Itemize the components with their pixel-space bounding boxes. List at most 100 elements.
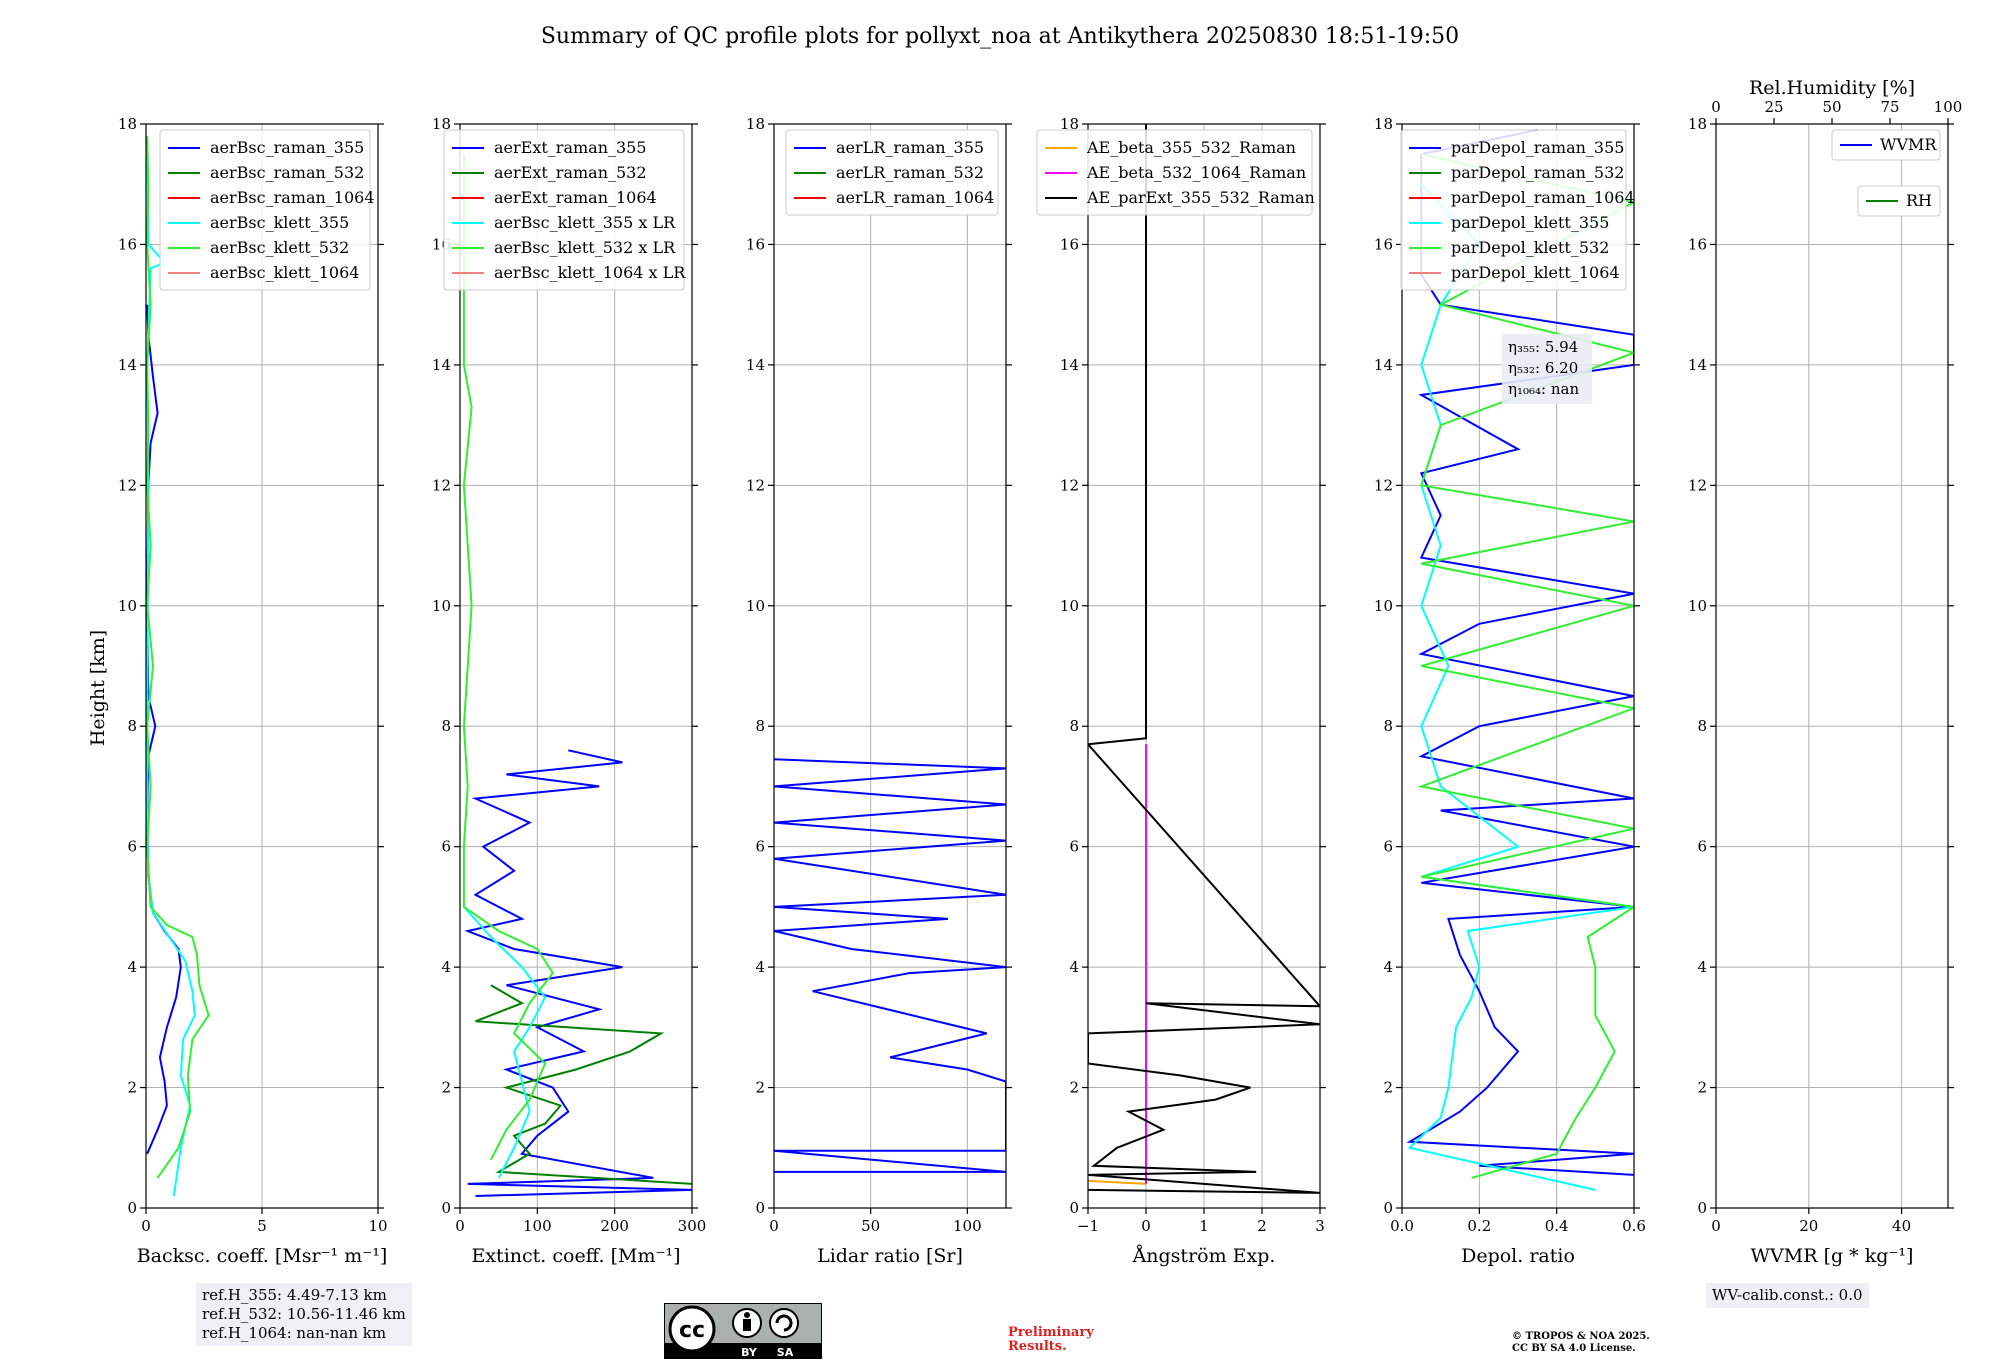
y-tick-label: 8 [1697,717,1707,735]
legend: parDepol_raman_355 parDepol_raman_532 parD… [1400,129,1635,291]
x-tick-label: 10 [368,1217,387,1235]
legend-label: aerBsc_klett_355 [210,213,349,232]
copyright-line-1: © TROPOS & NOA 2025. [1512,1331,1650,1342]
eta-text: η₅₃₂: 6.20 [1508,359,1578,377]
y-tick-label: 8 [441,717,451,735]
legend-label: parDepol_klett_532 [1451,238,1609,257]
y-tick-label: 4 [441,958,451,976]
y-tick-label: 4 [755,958,765,976]
x-axis-label: Ångström Exp. [1132,1245,1276,1267]
copyright-line-2: CC BY SA 4.0 License. [1512,1343,1636,1354]
y-tick-label: 10 [1374,597,1393,615]
y-tick-label: 16 [1374,235,1393,253]
y-tick-label: 0 [755,1199,765,1217]
y-tick-label: 16 [1060,235,1079,253]
plot-frame [773,123,1007,1209]
y-tick-label: 6 [1069,838,1079,856]
reference-height-box: ref.H_355: 4.49-7.13 km ref.H_532: 10.56… [196,1283,412,1346]
series-line-aerext-raman-355 [464,749,692,1197]
series-line-aerbsc-raman-355 [146,304,182,1155]
y-tick-label: 0 [441,1199,451,1217]
y-tick-label: 0 [1069,1199,1079,1217]
y-tick-label: 10 [1060,597,1079,615]
wv-calib-text: WV-calib.const.: 0.0 [1712,1286,1863,1304]
y-tick-label: 0 [1383,1199,1393,1217]
y-tick-label: 14 [118,356,137,374]
eta-box [1502,334,1592,404]
x-tick-label: 2 [1257,1217,1267,1235]
y-tick-label: 16 [1688,235,1707,253]
legend: aerExt_raman_355 aerExt_raman_532 aerExt_r… [443,129,686,291]
legend: aerLR_raman_355 aerLR_raman_532 aerLR_rama… [785,129,999,216]
panel-backscatter: 0 2 4 6 8 10 12 14 16 18 0 5 10 Backsc. coeff. [Msr⁻¹… [118,115,388,1267]
legend-box [159,129,371,291]
x-tick-label: 0 [1141,1217,1151,1235]
svg-text:cc: cc [679,1318,705,1343]
series-line-pardepol-klett-532 [1417,153,1634,1179]
legend-box [1036,129,1313,216]
refh-355: ref.H_355: 4.49-7.13 km [202,1286,387,1304]
y-tick-label: 14 [432,356,451,374]
y-tick-label: 14 [1688,356,1707,374]
y-tick-label: 14 [1060,356,1079,374]
x-tick-label: 1 [1199,1217,1209,1235]
legend-label: aerExt_raman_355 [494,138,647,157]
y-tick-label: 8 [127,717,137,735]
y-tick-label: 4 [1383,958,1393,976]
figure-title: Summary of QC profile plots for pollyxt_… [541,24,1459,49]
x-tick-label: 0.0 [1390,1217,1414,1235]
y-tick-label: 12 [1688,476,1707,494]
refh-1064: ref.H_1064: nan-nan km [202,1324,387,1342]
x-tick-label: 5 [257,1217,267,1235]
x-tick-label: 0 [1711,1217,1721,1235]
legend-label: parDepol_klett_355 [1451,213,1609,232]
series-line-pardepol-klett-355 [1407,183,1634,1191]
legend-box [785,129,999,216]
legend-label: aerLR_raman_1064 [836,188,994,207]
legend-label: aerBsc_klett_1064 [210,263,359,282]
y-tick-label: 2 [755,1079,765,1097]
legend-label: AE_beta_355_532_Raman [1086,138,1296,157]
x-tick-label: 0 [769,1217,779,1235]
y-tick-label: 14 [1374,356,1393,374]
y-tick-label: 8 [1069,717,1079,735]
y-tick-label: 18 [1060,115,1079,133]
y-tick-label: 2 [1069,1079,1079,1097]
legend-label: aerExt_raman_1064 [494,188,657,207]
y-tick-label: 6 [755,838,765,856]
legend-label: parDepol_raman_532 [1451,163,1624,182]
x-axis-label: Lidar ratio [Sr] [817,1245,963,1267]
legend-label: WVMR [1880,135,1937,154]
y-tick-label: 8 [755,717,765,735]
y-tick-label: 12 [1374,476,1393,494]
y-tick-label: 6 [127,838,137,856]
x-tick-label: 0.6 [1622,1217,1646,1235]
legend-label: aerBsc_klett_1064 x LR [494,263,686,282]
legend-label: RH [1906,191,1932,210]
legend-label: AE_beta_532_1064_Raman [1086,163,1306,182]
refh-532: ref.H_532: 10.56-11.46 km [202,1305,406,1323]
y-tick-label: 18 [118,115,137,133]
top-x-tick-label: 50 [1822,98,1841,116]
legend-box [1400,129,1627,291]
legend-label: AE_parExt_355_532_Raman [1086,188,1315,207]
x-tick-label: 100 [953,1217,982,1235]
x-tick-label: 100 [523,1217,552,1235]
top-x-tick-label: 0 [1711,98,1721,116]
panel-lidar_ratio: 0 2 4 6 8 10 12 14 16 18 0 50 100 Lidar ratio [Sr] aer… [746,115,1012,1267]
wv-calib-box: WV-calib.const.: 0.0 [1706,1283,1869,1308]
y-tick-label: 16 [118,235,137,253]
legend-label: aerBsc_klett_355 x LR [494,213,676,232]
legend-box [1831,129,1941,161]
legend-label: parDepol_raman_355 [1451,138,1624,157]
legend-label: aerBsc_raman_1064 [210,188,375,207]
plot-frame [1715,123,1949,1209]
panel-depolarization: 0 2 4 6 8 10 12 14 16 18 0.0 0.2 0.4 0.6 Depol. ratio η… [1374,115,1646,1267]
legend: AE_beta_355_532_Raman AE_beta_532_1064_Ra… [1036,129,1315,216]
cc-by-sa-icon: cc BY SA [664,1303,822,1359]
legend-label: aerExt_raman_532 [494,163,647,182]
y-tick-label: 4 [127,958,137,976]
y-tick-label: 12 [118,476,137,494]
